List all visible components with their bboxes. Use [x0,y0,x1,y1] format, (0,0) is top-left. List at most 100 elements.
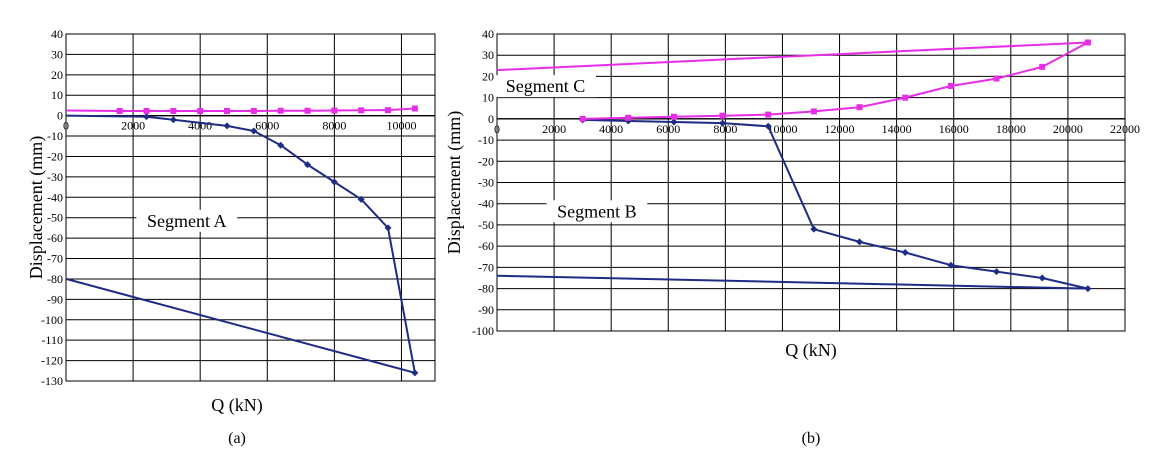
y-tick-label: -100 [472,324,494,338]
data-point-diamond [901,249,909,257]
data-point-square [810,108,817,115]
y-tick-label: 40 [482,27,494,41]
data-point-square [358,107,365,114]
x-tick-label: 12000 [825,122,855,136]
y-tick-label: 20 [482,69,494,83]
data-point-square [625,114,632,121]
data-point-diamond [357,195,365,203]
y-axis-title: Displacement (mm) [26,136,47,279]
y-tick-label: -110 [41,333,63,347]
y-tick-label: -60 [478,239,494,253]
data-point-square [902,94,909,101]
data-point-square [224,107,231,114]
data-point-diamond [947,261,955,269]
y-tick-label: -120 [41,354,63,368]
y-tick-label: -10 [47,129,63,143]
y-tick-label: -50 [47,211,63,225]
data-point-square [277,107,284,114]
segment-label-box [546,200,648,223]
chart-b: 403020100-10-20-30-40-50-60-70-80-90-100… [444,27,1140,447]
data-point-diamond [993,268,1001,276]
y-tick-label: -40 [47,190,63,204]
data-point-diamond [764,122,772,130]
data-point-diamond [1084,285,1092,293]
y-tick-label: -60 [47,231,63,245]
y-tick-label: -80 [478,282,494,296]
x-tick-label: 14000 [882,122,912,136]
data-point-square [579,115,586,122]
x-tick-label: 0 [494,122,500,136]
x-tick-label: 4000 [188,119,212,133]
y-tick-label: -100 [41,313,63,327]
segment-label: Segment A [147,211,227,231]
x-tick-label: 6000 [255,119,279,133]
data-point-square [170,107,177,114]
y-tick-label: 40 [51,27,63,41]
x-tick-label: 8000 [713,122,737,136]
x-axis-title: Q (kN) [211,395,263,416]
y-tick-label: 20 [51,68,63,82]
data-point-square [143,107,150,114]
data-point-square [1039,63,1046,70]
x-tick-label: 10000 [386,119,416,133]
data-point-square [116,107,123,114]
data-point-diamond [670,118,678,126]
y-tick-label: -20 [478,154,494,168]
data-point-square [993,75,1000,82]
data-point-diamond [143,113,151,121]
x-tick-label: 2000 [542,122,566,136]
data-point-diamond [169,116,177,124]
y-tick-label: 0 [57,109,63,123]
data-point-diamond [250,127,258,135]
y-tick-label: 30 [482,48,494,62]
data-point-square [304,107,311,114]
y-tick-label: -30 [47,170,63,184]
data-point-square [856,104,863,111]
data-point-square [765,111,772,118]
x-tick-label: 4000 [599,122,623,136]
data-point-diamond [719,119,727,127]
y-tick-label: -10 [478,133,494,147]
x-tick-label: 20000 [1053,122,1083,136]
y-tick-label: -20 [47,149,63,163]
data-point-diamond [810,225,818,233]
series-line-1 [65,114,416,374]
data-point-diamond [411,369,419,377]
y-tick-label: 10 [482,91,494,105]
plot-border [65,33,436,382]
data-point-diamond [856,238,864,246]
y-tick-label: -70 [47,252,63,266]
x-tick-label: 2000 [121,119,145,133]
y-tick-label: 0 [488,112,494,126]
data-point-square [719,112,726,119]
y-axis-title: Displacement (mm) [444,111,465,254]
y-tick-label: -30 [478,176,494,190]
plot-border [496,33,1126,332]
data-point-square [1084,39,1091,46]
y-tick-label: -90 [478,303,494,317]
x-tick-label: 8000 [322,119,346,133]
y-tick-label: -50 [478,218,494,232]
x-tick-label: 10000 [767,122,797,136]
data-point-square [385,107,392,114]
segment-label-box [136,209,238,232]
y-tick-label: -130 [41,374,63,388]
data-point-square [947,82,954,89]
segment-label: Segment C [506,76,586,96]
data-point-diamond [304,161,312,169]
y-tick-label: -40 [478,197,494,211]
y-tick-label: -80 [47,272,63,286]
segment-label-box [495,75,596,98]
data-point-square [197,107,204,114]
x-axis-title: Q (kN) [785,340,837,361]
y-tick-label: 10 [51,88,63,102]
data-point-diamond [1038,274,1046,282]
data-point-square [670,113,677,120]
data-point-square [250,107,257,114]
x-tick-label: 22000 [1110,122,1140,136]
x-tick-label: 0 [63,119,69,133]
data-point-diamond [223,122,231,130]
y-tick-label: 30 [51,47,63,61]
data-point-diamond [384,224,392,232]
